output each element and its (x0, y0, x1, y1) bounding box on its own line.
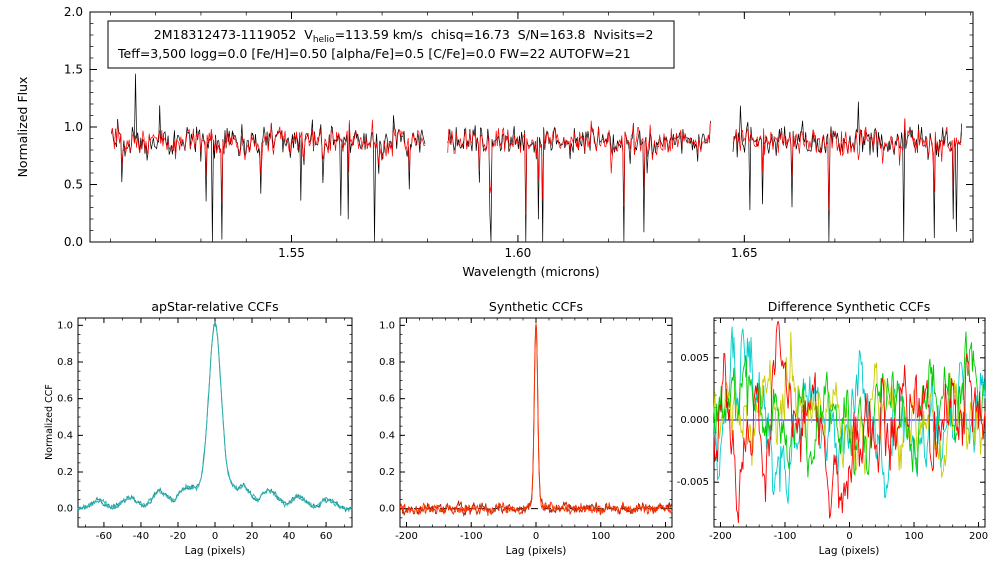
diff-ccf-title: Difference Synthetic CCFs (768, 299, 931, 314)
y-tick-label: 1.5 (64, 63, 83, 77)
annotation-box-frame (107, 20, 675, 69)
model-spectrum-line (447, 120, 711, 215)
x-tick-label: -200 (709, 531, 732, 542)
y-tick-label: 0.2 (57, 467, 73, 478)
y-tick-label: 0.005 (680, 353, 709, 364)
diff-ccf-panel: -200 -100 0 100 200 -0.005 0.000 0.005 (677, 317, 988, 542)
ccf-curve (399, 323, 673, 518)
y-tick-label: 0.4 (379, 430, 395, 441)
x-tick-label: -200 (395, 531, 418, 542)
diff-ccf-x-axis-label: Lag (pixels) (819, 545, 880, 557)
apstar-ccf-title: apStar-relative CCFs (151, 299, 278, 314)
spectrum-panel: 1.55 1.60 1.65 0.0 0.5 1.0 1.5 2.0 (64, 5, 974, 260)
plot-render-layer: 1.55 1.60 1.650.00.51.01.52.0-60 -40 -20 0 20 4… (57, 5, 988, 542)
y-tick-label: 1.0 (379, 320, 395, 331)
x-tick-label: -20 (170, 531, 186, 542)
synthetic-ccf-panel: -200 -100 0 100 200 0.0 0.2 0.4 0.6 0.8 1.0 (379, 317, 675, 542)
model-spectrum-line (732, 118, 963, 211)
y-tick-label: -0.005 (677, 477, 709, 488)
spectrum-x-axis-label: Wavelength (microns) (462, 264, 599, 279)
model-spectrum-line (110, 119, 426, 204)
diff-ccf-curve (713, 320, 986, 523)
synthetic-ccf-title: Synthetic CCFs (489, 299, 583, 314)
x-tick-label: 60 (320, 531, 333, 542)
x-tick-label: -60 (96, 531, 112, 542)
y-tick-label: 0.2 (379, 467, 395, 478)
y-tick-label: 0.6 (379, 394, 395, 405)
y-tick-label: 0.8 (379, 357, 395, 368)
y-tick-label: 0.0 (57, 504, 73, 515)
annotation-fit-stats: =113.59 km/s chisq=16.73 S/N=163.8 Nvisi… (335, 27, 654, 42)
diff-ccf-curve (713, 331, 986, 478)
ccf-curve (399, 324, 673, 517)
y-tick-label: 0.5 (64, 178, 83, 192)
synthetic-ccf-x-axis-label: Lag (pixels) (506, 545, 567, 557)
observed-spectrum-line (732, 101, 963, 242)
annotation-line-1: 2M18312473-1119052 Vhelio=113.59 km/s ch… (118, 27, 681, 45)
y-tick-label: 1.0 (64, 120, 83, 134)
x-tick-label: -100 (460, 531, 483, 542)
annotation-line-2: Teff=3,500 logg=0.0 [Fe/H]=0.50 [alpha/F… (117, 46, 631, 61)
x-tick-label: 100 (904, 531, 923, 542)
apstar-ccf-y-axis-label: Normalized CCF (44, 384, 55, 460)
apstar-ccf-x-axis-label: Lag (pixels) (185, 545, 246, 557)
x-tick-label: 100 (591, 531, 610, 542)
x-tick-label: 1.55 (278, 246, 305, 260)
x-tick-label: 0 (533, 531, 539, 542)
x-tick-label: -100 (774, 531, 797, 542)
axes-frame (77, 317, 353, 528)
x-tick-label: 40 (283, 531, 296, 542)
y-tick-label: 0.6 (57, 394, 73, 405)
x-tick-label: 200 (656, 531, 675, 542)
x-tick-label: 20 (246, 531, 259, 542)
x-tick-label: 1.65 (731, 246, 758, 260)
x-tick-label: 200 (969, 531, 988, 542)
axes-frame (399, 317, 673, 528)
x-tick-label: -40 (133, 531, 149, 542)
x-tick-label: 0 (846, 531, 852, 542)
x-tick-label: 0 (212, 531, 218, 542)
ccf-curve (77, 320, 353, 513)
annotation-vhelio-subscript: helio (313, 35, 335, 45)
apstar-ccf-panel: -60 -40 -20 0 20 40 60 0.0 0.2 0.4 0.6 0.8 1.0 (57, 317, 353, 542)
y-tick-label: 1.0 (57, 320, 73, 331)
spectrum-annotation-box: 2M18312473-1119052 Vhelio=113.59 km/s ch… (107, 20, 681, 69)
y-tick-label: 0.0 (379, 504, 395, 515)
x-tick-label: 1.60 (505, 246, 532, 260)
spectrum-y-axis-label: Normalized Flux (15, 77, 30, 178)
y-tick-label: 0.8 (57, 357, 73, 368)
ccf-curve (77, 323, 353, 513)
y-tick-label: 0.0 (64, 235, 83, 249)
y-tick-label: 0.000 (680, 415, 709, 426)
y-tick-label: 2.0 (64, 5, 83, 19)
annotation-star-id-and-vhelio: 2M18312473-1119052 V (154, 27, 313, 42)
y-tick-label: 0.4 (57, 430, 73, 441)
